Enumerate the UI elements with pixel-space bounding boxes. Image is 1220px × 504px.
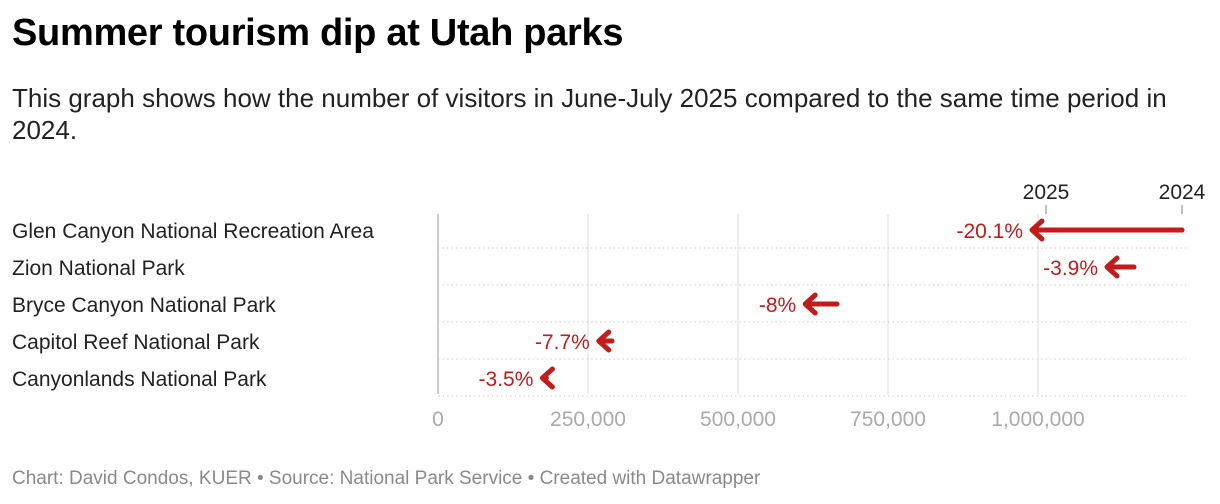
x-tick-label: 250,000 xyxy=(550,408,626,431)
category-label: Glen Canyon National Recreation Area xyxy=(12,220,374,243)
change-label: -7.7% xyxy=(535,331,590,354)
x-tick-label: 750,000 xyxy=(850,408,926,431)
legend-label-2024: 2024 xyxy=(1159,181,1206,204)
arrow-head xyxy=(596,329,612,353)
arrow-head xyxy=(1029,218,1045,242)
chart-footer: Chart: David Condos, KUER • Source: Nati… xyxy=(12,468,761,489)
category-label: Zion National Park xyxy=(12,257,185,280)
change-label: -8% xyxy=(759,294,796,317)
x-tick-label: 1,000,000 xyxy=(991,408,1084,431)
legend-label-2025: 2025 xyxy=(1023,181,1070,204)
change-label: -20.1% xyxy=(956,220,1023,243)
category-label: Bryce Canyon National Park xyxy=(12,294,276,317)
change-label: -3.5% xyxy=(479,368,534,391)
change-label: -3.9% xyxy=(1043,257,1098,280)
arrow-chart: 0 250,000 500,000 750,000 1,000,000 2025 2024 G… xyxy=(12,181,1206,431)
x-tick-label: 0 xyxy=(432,408,444,431)
category-label: Canyonlands National Park xyxy=(12,368,267,391)
category-label: Capitol Reef National Park xyxy=(12,331,260,354)
x-tick-label: 500,000 xyxy=(700,408,776,431)
chart-subtitle: This graph shows how the number of visit… xyxy=(12,83,1167,145)
arrow-head xyxy=(1104,255,1120,279)
arrow-head xyxy=(539,366,555,390)
chart-title: Summer tourism dip at Utah parks xyxy=(12,12,624,54)
arrow-head xyxy=(802,292,818,316)
